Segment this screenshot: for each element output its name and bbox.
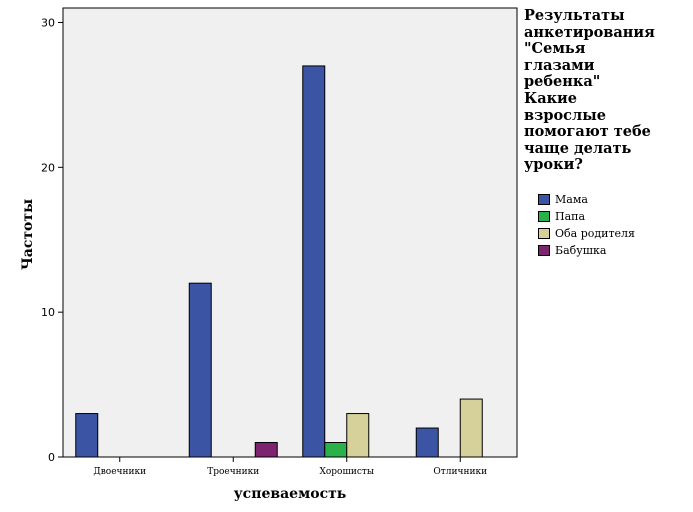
bar-Мама-Двоечники xyxy=(75,413,99,458)
legend-label: Бабушка xyxy=(555,243,607,257)
y-tick-label: 20 xyxy=(41,161,55,174)
legend-swatch xyxy=(538,210,550,222)
legend-swatch xyxy=(538,193,550,205)
plot-area xyxy=(62,7,518,458)
legend-swatch xyxy=(538,244,550,256)
y-tick-label: 0 xyxy=(48,451,55,464)
y-tick-label: 10 xyxy=(41,306,55,319)
x-tick-label: Хорошисты xyxy=(319,467,374,477)
y-axis-label: Частоты xyxy=(20,198,36,270)
legend-swatch xyxy=(538,227,550,239)
y-tick-label: 30 xyxy=(41,16,55,29)
x-tick-label: Троечники xyxy=(207,467,259,477)
bar-Оба родителя-Хорошисты xyxy=(346,413,370,458)
legend-item: Оба родителя xyxy=(538,226,635,240)
legend-item: Бабушка xyxy=(538,243,635,257)
legend-item: Мама xyxy=(538,192,635,206)
bar-Мама-Троечники xyxy=(188,282,212,458)
legend-label: Папа xyxy=(555,209,586,223)
bar-Мама-Хорошисты xyxy=(302,65,326,458)
x-tick-label: Отличники xyxy=(433,467,487,477)
bar-Папа-Хорошисты xyxy=(324,442,348,458)
bar-Бабушка-Троечники xyxy=(254,442,278,458)
legend-label: Оба родителя xyxy=(555,226,635,240)
x-tick-label: Двоечники xyxy=(93,467,146,477)
x-axis-label: успеваемость xyxy=(233,486,347,502)
legend: Мама Папа Оба родителя Бабушка xyxy=(538,192,635,260)
bar-Мама-Отличники xyxy=(415,427,439,458)
legend-title: Результаты анкетирования "Семья глазами … xyxy=(524,7,655,174)
legend-label: Мама xyxy=(555,192,588,206)
legend-item: Папа xyxy=(538,209,635,223)
bar-Оба родителя-Отличники xyxy=(459,398,483,458)
